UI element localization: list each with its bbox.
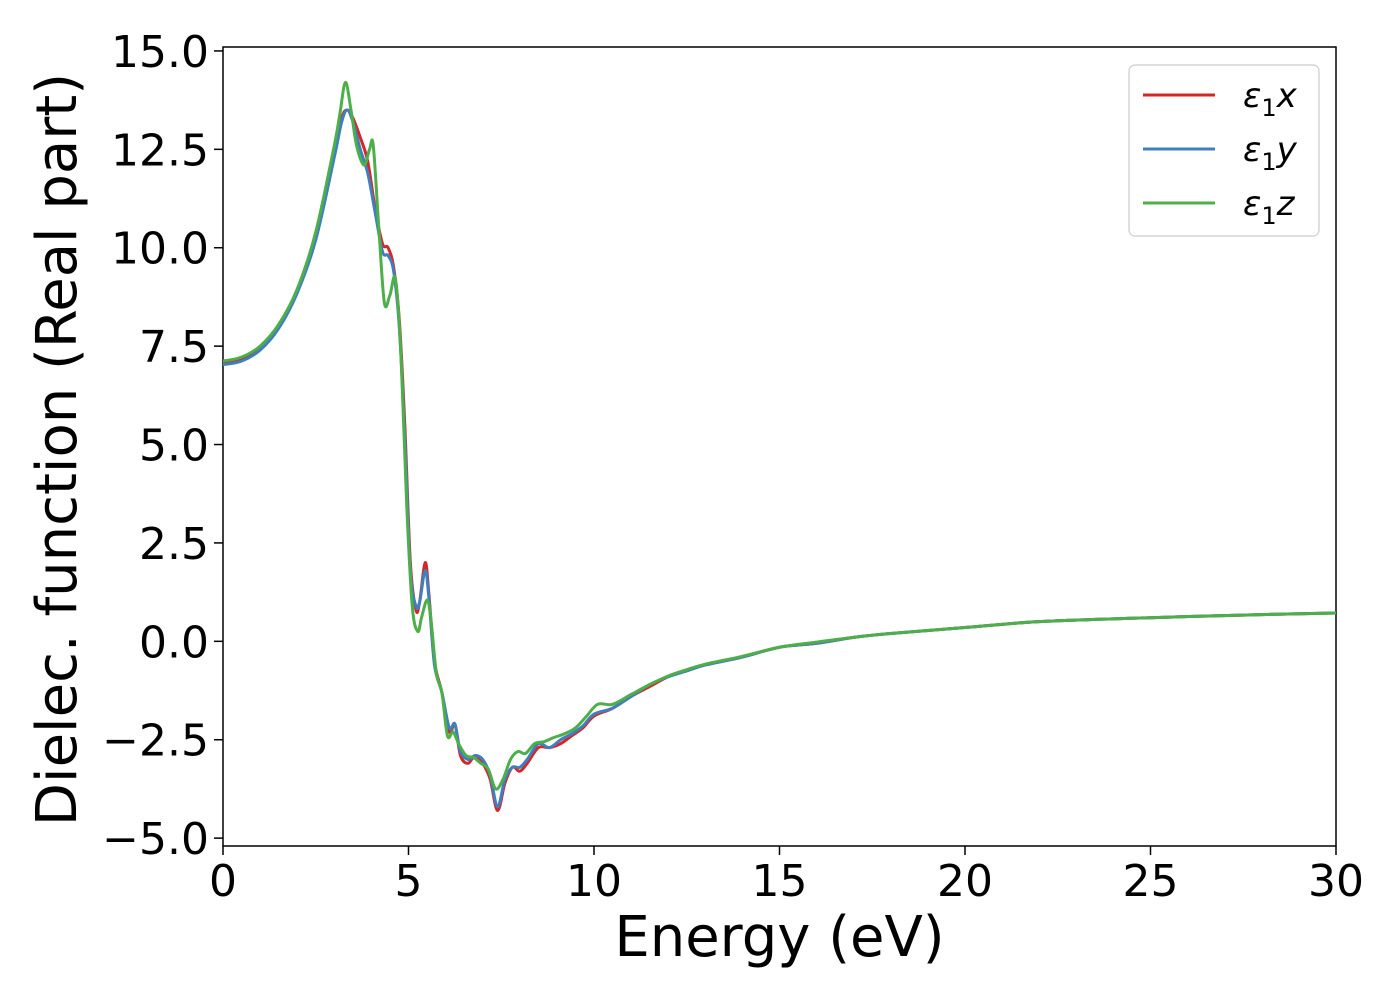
y-tick-label: 5.0	[139, 421, 209, 472]
legend-label-x: ε1x	[1243, 76, 1298, 122]
legend-component: x	[1276, 76, 1298, 116]
legend-symbol: ε	[1243, 184, 1261, 224]
x-tick-label: 10	[566, 856, 622, 907]
x-tick-label: 25	[1123, 856, 1179, 907]
legend-component: z	[1276, 184, 1296, 224]
x-axis: 0 5 10 15 20 25 30	[209, 846, 1364, 907]
x-tick-label: 0	[209, 856, 237, 907]
y-tick-label: −5.0	[102, 814, 209, 865]
y-tick-label: 7.5	[139, 322, 209, 373]
y-tick-label: −2.5	[102, 716, 209, 767]
legend-label-y: ε1y	[1243, 130, 1298, 176]
y-tick-label: 15.0	[111, 27, 209, 78]
y-axis: −5.0 −2.5 0.0 2.5 5.0 7.5 10.0 12.5 15.0	[102, 27, 223, 865]
x-axis-title: Energy (eV)	[614, 905, 944, 970]
legend-component: y	[1276, 130, 1298, 170]
legend-symbol: ε	[1243, 76, 1261, 116]
legend-subscript: 1	[1261, 94, 1276, 122]
y-axis-title: Dielec. function (Real part)	[25, 73, 90, 826]
x-tick-label: 30	[1308, 856, 1364, 907]
legend-subscript: 1	[1261, 148, 1276, 176]
x-tick-label: 15	[752, 856, 808, 907]
y-tick-label: 10.0	[111, 224, 209, 275]
series-line-z	[223, 80, 1336, 791]
y-tick-label: 2.5	[139, 519, 209, 570]
x-tick-label: 20	[937, 856, 993, 907]
y-tick-label: 0.0	[139, 617, 209, 668]
legend-subscript: 1	[1261, 202, 1276, 230]
legend-label-z: ε1z	[1243, 184, 1296, 230]
y-tick-label: 12.5	[111, 125, 209, 176]
x-tick-label: 5	[395, 856, 423, 907]
legend-box	[1128, 64, 1320, 237]
legend-symbol: ε	[1243, 130, 1261, 170]
series-layer	[223, 80, 1336, 813]
